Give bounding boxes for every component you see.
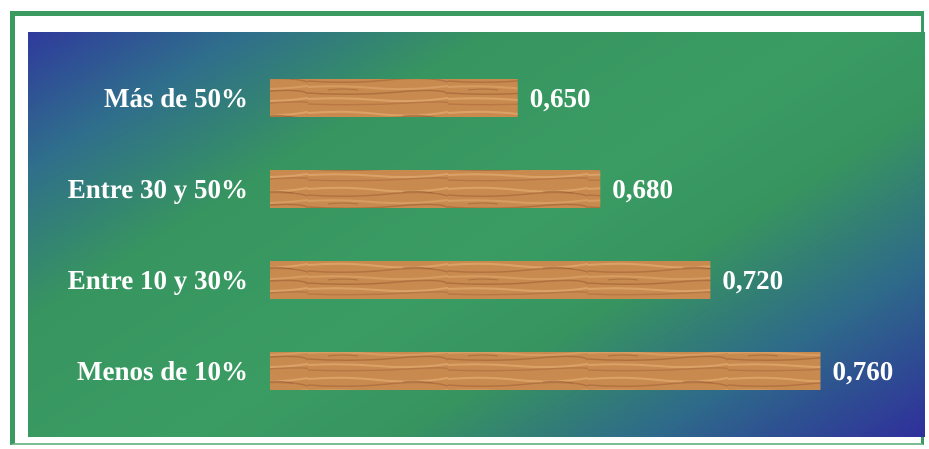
category-label-1: Más de 50% (104, 83, 248, 113)
bar-3 (270, 261, 711, 299)
value-label-2: 0,680 (612, 174, 673, 204)
bar-1 (270, 79, 518, 117)
value-label-1: 0,650 (530, 83, 591, 113)
bar-2 (270, 170, 601, 208)
category-label-4: Menos de 10% (77, 356, 248, 386)
bar-4 (270, 352, 821, 390)
category-label-3: Entre 10 y 30% (68, 265, 248, 295)
value-label-3: 0,720 (722, 265, 783, 295)
value-label-4: 0,760 (832, 356, 893, 386)
bar-chart: Más de 50% 0,650 Entre 30 y 50% 0,680 Entre … (68, 79, 893, 390)
category-label-2: Entre 30 y 50% (68, 174, 248, 204)
plot-area: Más de 50% 0,650 Entre 30 y 50% 0,680 Entre … (28, 32, 925, 437)
